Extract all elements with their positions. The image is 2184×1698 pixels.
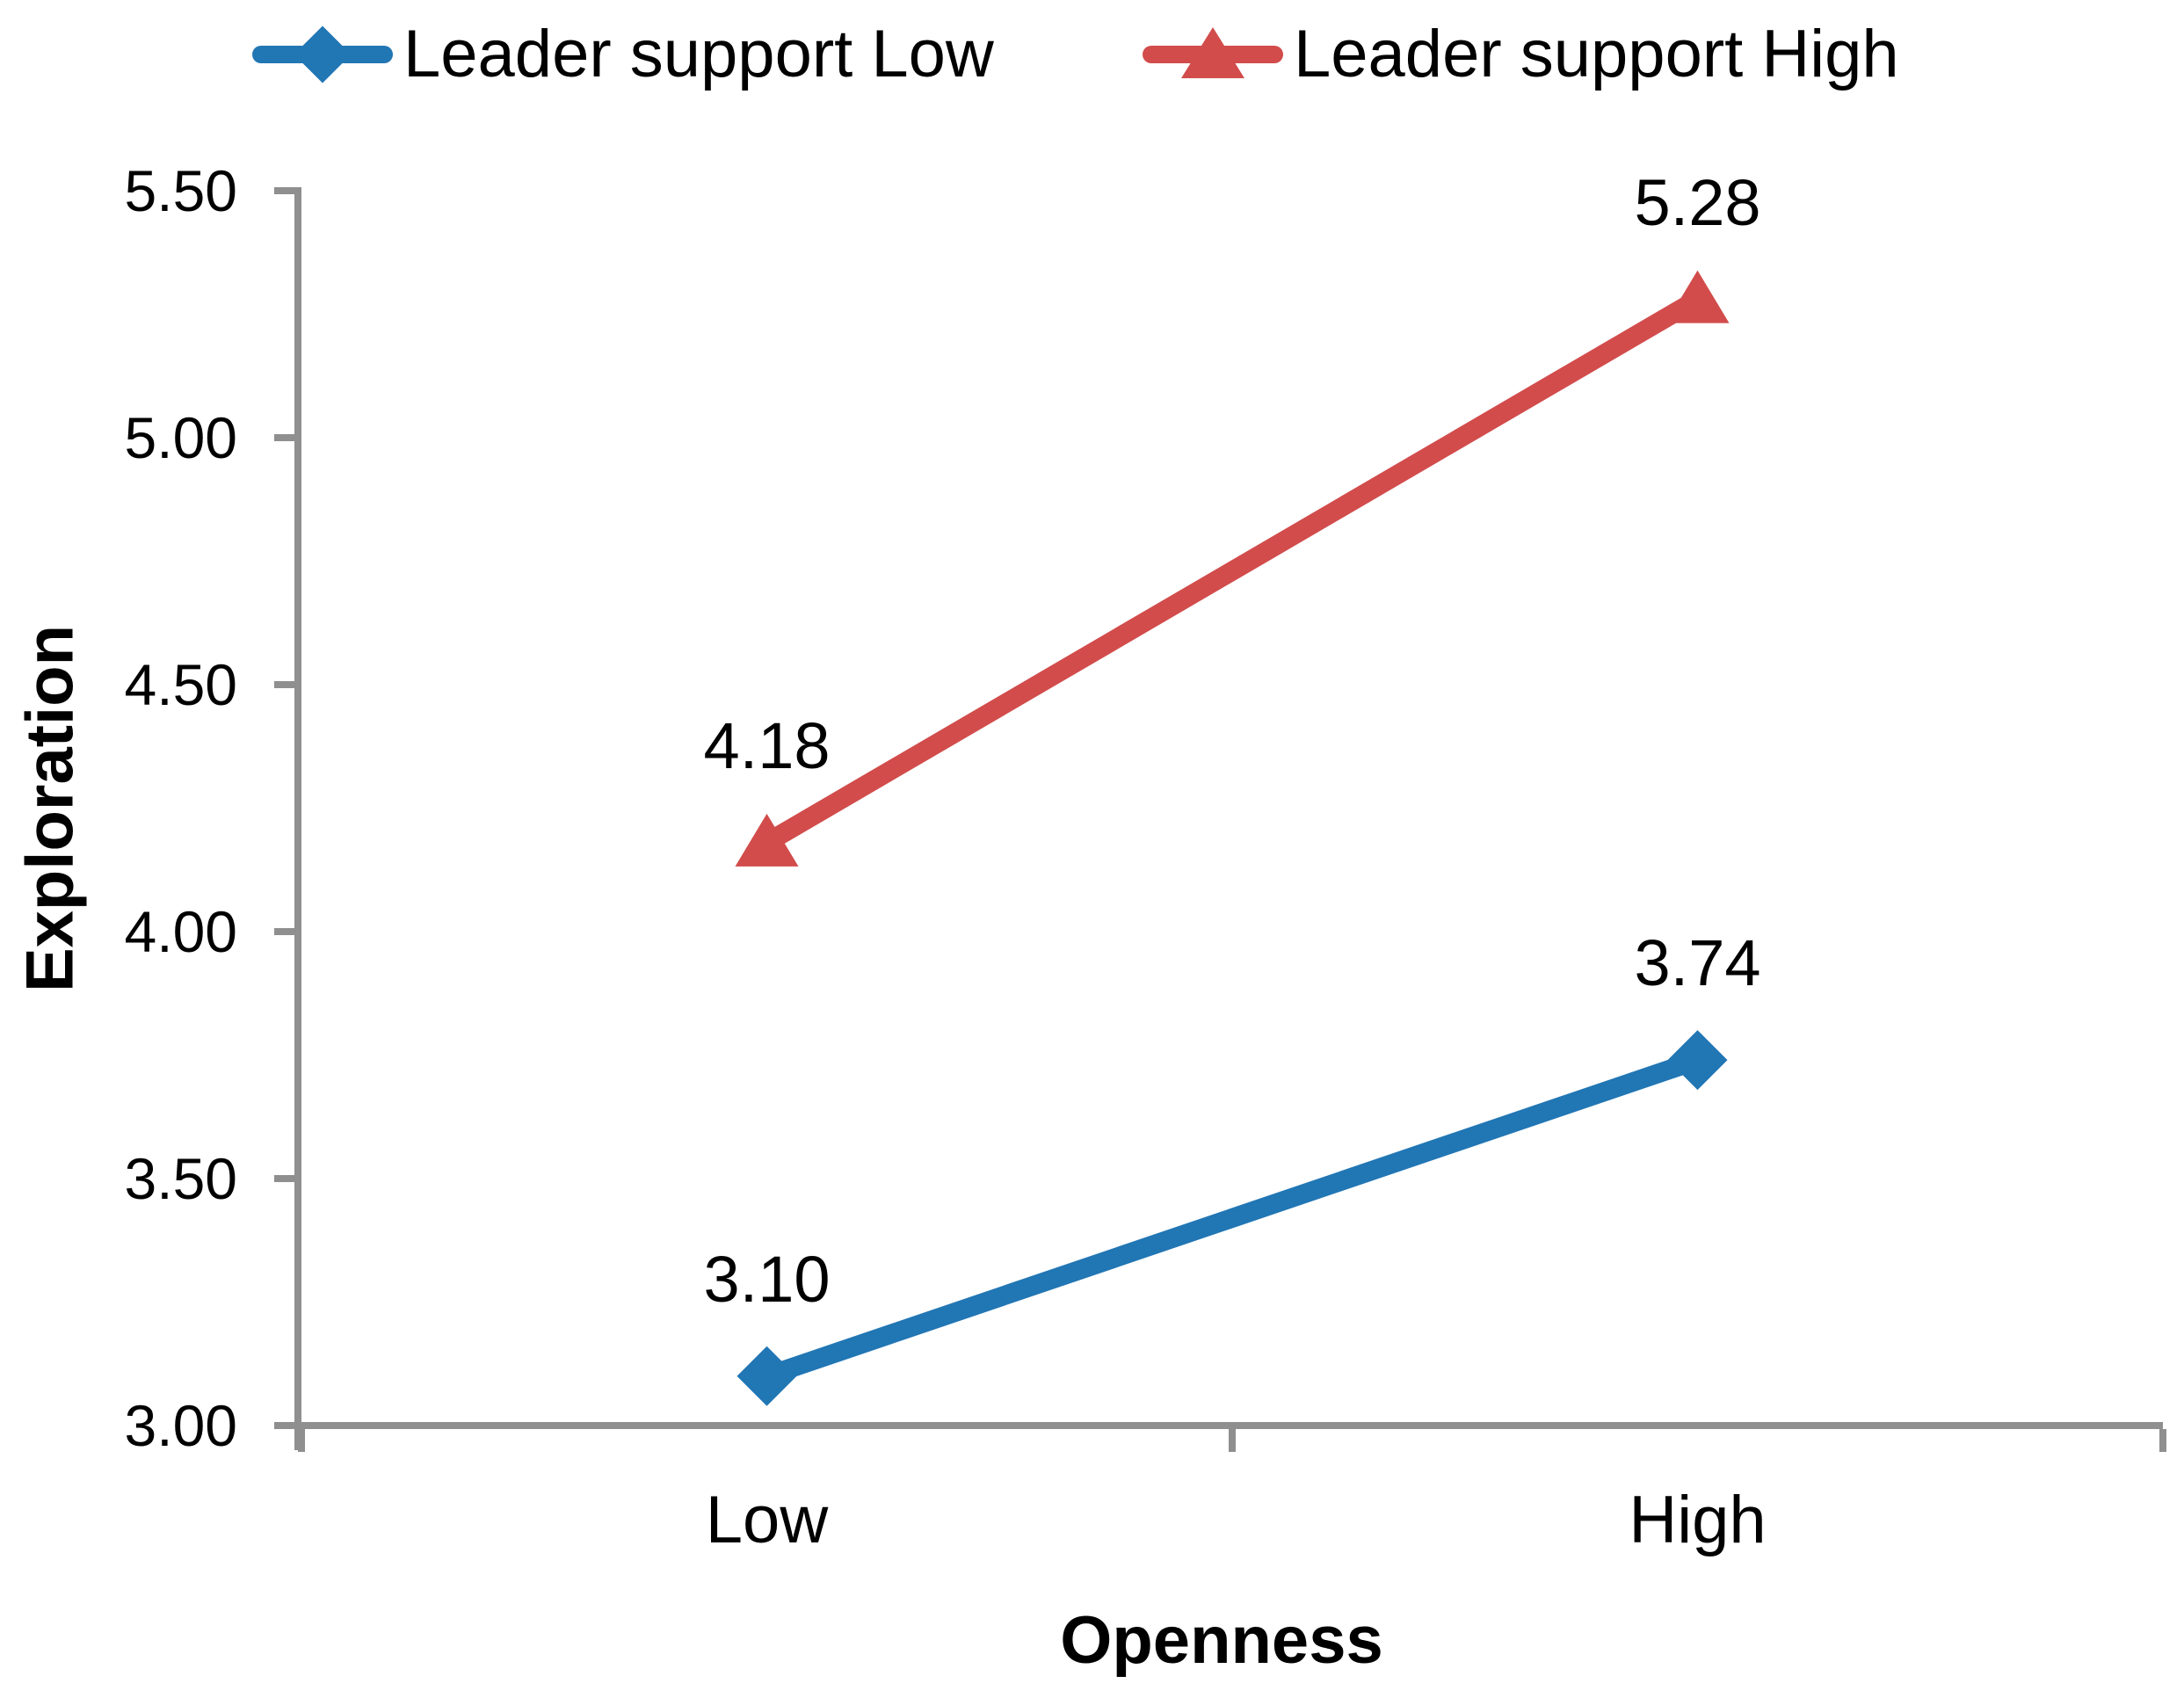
triangle-marker-icon bbox=[1665, 270, 1730, 323]
y-tick-label: 5.00 bbox=[124, 405, 237, 470]
triangle-marker-icon bbox=[735, 813, 799, 867]
y-tick-label: 3.00 bbox=[124, 1393, 237, 1458]
y-tick-mark bbox=[274, 681, 297, 688]
y-tick-label: 4.50 bbox=[124, 652, 237, 717]
x-axis-title-box: Openness bbox=[958, 1602, 1485, 1680]
x-tick-mark bbox=[2159, 1429, 2166, 1452]
legend-label-high: Leader support High bbox=[1294, 17, 1899, 91]
y-tick-label: 5.50 bbox=[124, 158, 237, 223]
legend-label-low: Leader support Low bbox=[403, 17, 994, 91]
data-label: 4.18 bbox=[703, 708, 831, 782]
data-label: 5.28 bbox=[1634, 165, 1761, 239]
series-line-low bbox=[757, 1050, 1708, 1386]
x-category-label: Low bbox=[705, 1483, 829, 1557]
y-tick-mark bbox=[274, 928, 297, 935]
x-tick-mark bbox=[298, 1429, 305, 1452]
x-axis-title: Openness bbox=[1060, 1603, 1383, 1678]
diamond-marker-icon bbox=[736, 1346, 797, 1406]
y-tick-mark bbox=[274, 1422, 297, 1429]
y-axis-line bbox=[294, 187, 301, 1450]
y-tick-label: 3.50 bbox=[124, 1146, 237, 1211]
data-label: 3.10 bbox=[703, 1242, 831, 1316]
diamond-marker-icon bbox=[1667, 1030, 1728, 1091]
data-label: 3.74 bbox=[1634, 926, 1761, 1000]
diamond-marker-icon bbox=[294, 25, 352, 83]
legend-item-leader-support-high: Leader support High bbox=[1143, 0, 1899, 109]
y-tick-label: 4.00 bbox=[124, 899, 237, 964]
triangle-marker-icon bbox=[1181, 27, 1244, 78]
y-tick-mark bbox=[274, 187, 297, 194]
y-tick-mark bbox=[274, 434, 297, 441]
x-category-label: High bbox=[1629, 1483, 1767, 1557]
x-tick-mark bbox=[1229, 1429, 1236, 1452]
legend-sample-low bbox=[252, 0, 393, 109]
x-axis-line bbox=[294, 1422, 2163, 1429]
legend-sample-high bbox=[1143, 0, 1283, 109]
legend-item-leader-support-low: Leader support Low bbox=[252, 0, 994, 109]
y-tick-mark bbox=[274, 1175, 297, 1182]
